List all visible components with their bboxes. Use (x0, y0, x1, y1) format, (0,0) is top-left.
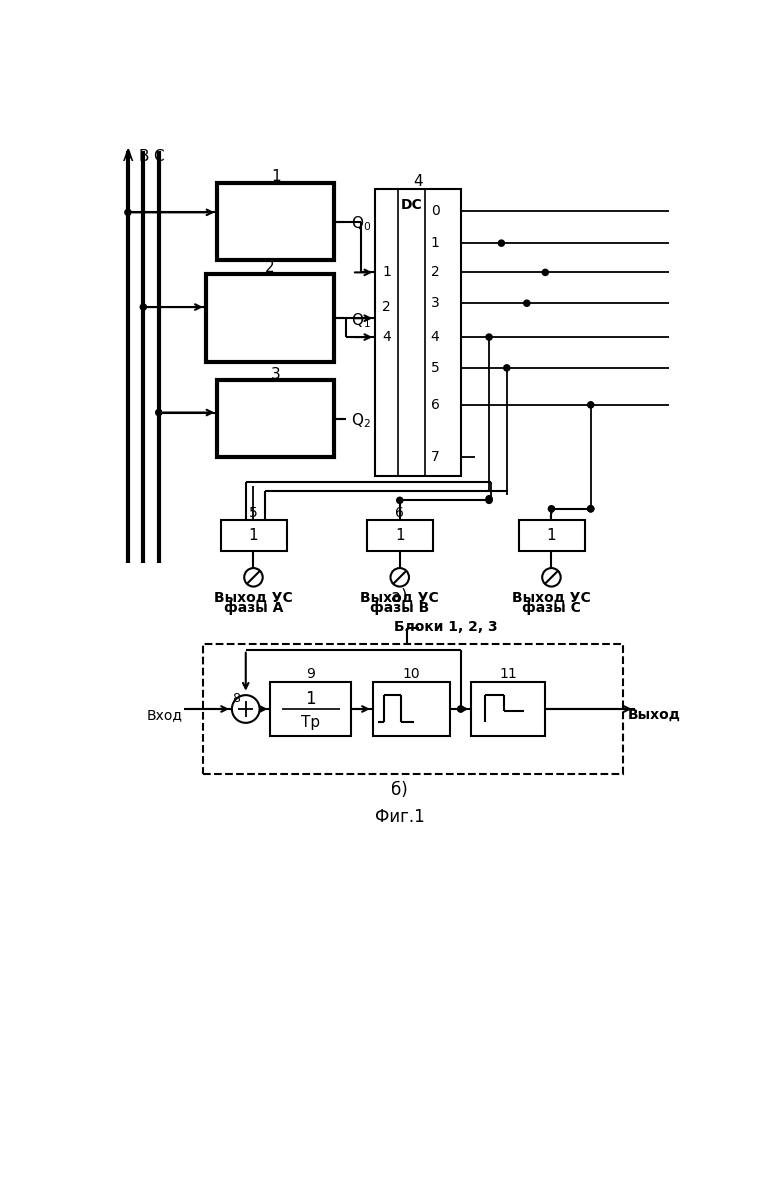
Text: 2: 2 (382, 300, 391, 313)
Circle shape (486, 497, 492, 503)
Bar (206, 274, 335, 362)
Text: 5: 5 (249, 505, 258, 520)
Text: 2: 2 (431, 266, 440, 279)
Text: Q$_2$: Q$_2$ (351, 411, 371, 430)
Text: 1: 1 (431, 236, 440, 250)
Text: Q$_1$: Q$_1$ (351, 311, 371, 330)
Text: A: A (122, 149, 133, 164)
Bar (271, 682, 351, 735)
Bar (218, 184, 335, 260)
Text: Тр: Тр (301, 714, 321, 730)
Text: 6: 6 (431, 398, 440, 412)
Text: Выход УС: Выход УС (214, 590, 292, 604)
Text: фазы A: фазы A (224, 601, 283, 615)
Text: 4: 4 (431, 330, 440, 344)
Circle shape (587, 402, 594, 408)
Text: 0: 0 (431, 204, 440, 218)
Text: C: C (154, 149, 164, 164)
Circle shape (486, 496, 492, 502)
Bar (373, 682, 450, 735)
Text: 1: 1 (382, 266, 391, 279)
Circle shape (156, 410, 161, 416)
Bar (519, 521, 584, 551)
Text: 2: 2 (265, 260, 275, 275)
Text: Блоки 1, 2, 3: Блоки 1, 2, 3 (394, 620, 498, 634)
Text: Выход: Выход (627, 708, 680, 722)
Text: Q$_0$: Q$_0$ (351, 215, 371, 234)
Circle shape (397, 497, 402, 503)
Text: б): б) (392, 781, 408, 799)
Text: 5: 5 (431, 361, 440, 374)
Text: 1: 1 (271, 169, 281, 185)
Bar (471, 682, 544, 735)
Bar (221, 521, 286, 551)
Bar (204, 644, 623, 775)
Circle shape (486, 334, 492, 340)
Circle shape (542, 269, 548, 275)
Circle shape (458, 706, 463, 712)
Text: Выход УС: Выход УС (360, 590, 439, 604)
Text: 4: 4 (382, 330, 391, 344)
Text: 1: 1 (306, 690, 316, 708)
Bar (375, 190, 461, 476)
Text: 7: 7 (431, 451, 440, 464)
Text: DC: DC (401, 198, 423, 212)
Text: B: B (138, 149, 148, 164)
Circle shape (587, 505, 594, 511)
Text: 3: 3 (431, 296, 440, 310)
Text: 11: 11 (499, 668, 517, 682)
Text: 1: 1 (249, 528, 258, 544)
Text: 9: 9 (307, 668, 315, 682)
Text: 6: 6 (395, 505, 404, 520)
Bar (367, 521, 433, 551)
Bar (218, 380, 335, 458)
Circle shape (523, 300, 530, 306)
Text: Выход УС: Выход УС (512, 590, 590, 604)
Text: Вход: Вход (147, 708, 183, 722)
Text: 8: 8 (232, 691, 240, 704)
Circle shape (587, 505, 594, 511)
Text: Фиг.1: Фиг.1 (375, 808, 424, 826)
Circle shape (498, 240, 505, 247)
Text: а): а) (392, 589, 408, 607)
Circle shape (548, 505, 555, 511)
Circle shape (504, 365, 510, 371)
Text: 10: 10 (402, 668, 420, 682)
Circle shape (140, 304, 147, 310)
Circle shape (125, 210, 131, 216)
Text: 4: 4 (413, 174, 423, 190)
Text: фазы B: фазы B (370, 601, 429, 615)
Text: 1: 1 (547, 528, 556, 544)
Text: 3: 3 (271, 367, 281, 381)
Text: 7: 7 (547, 505, 556, 520)
Text: фазы C: фазы C (522, 601, 581, 615)
Text: 1: 1 (395, 528, 405, 544)
